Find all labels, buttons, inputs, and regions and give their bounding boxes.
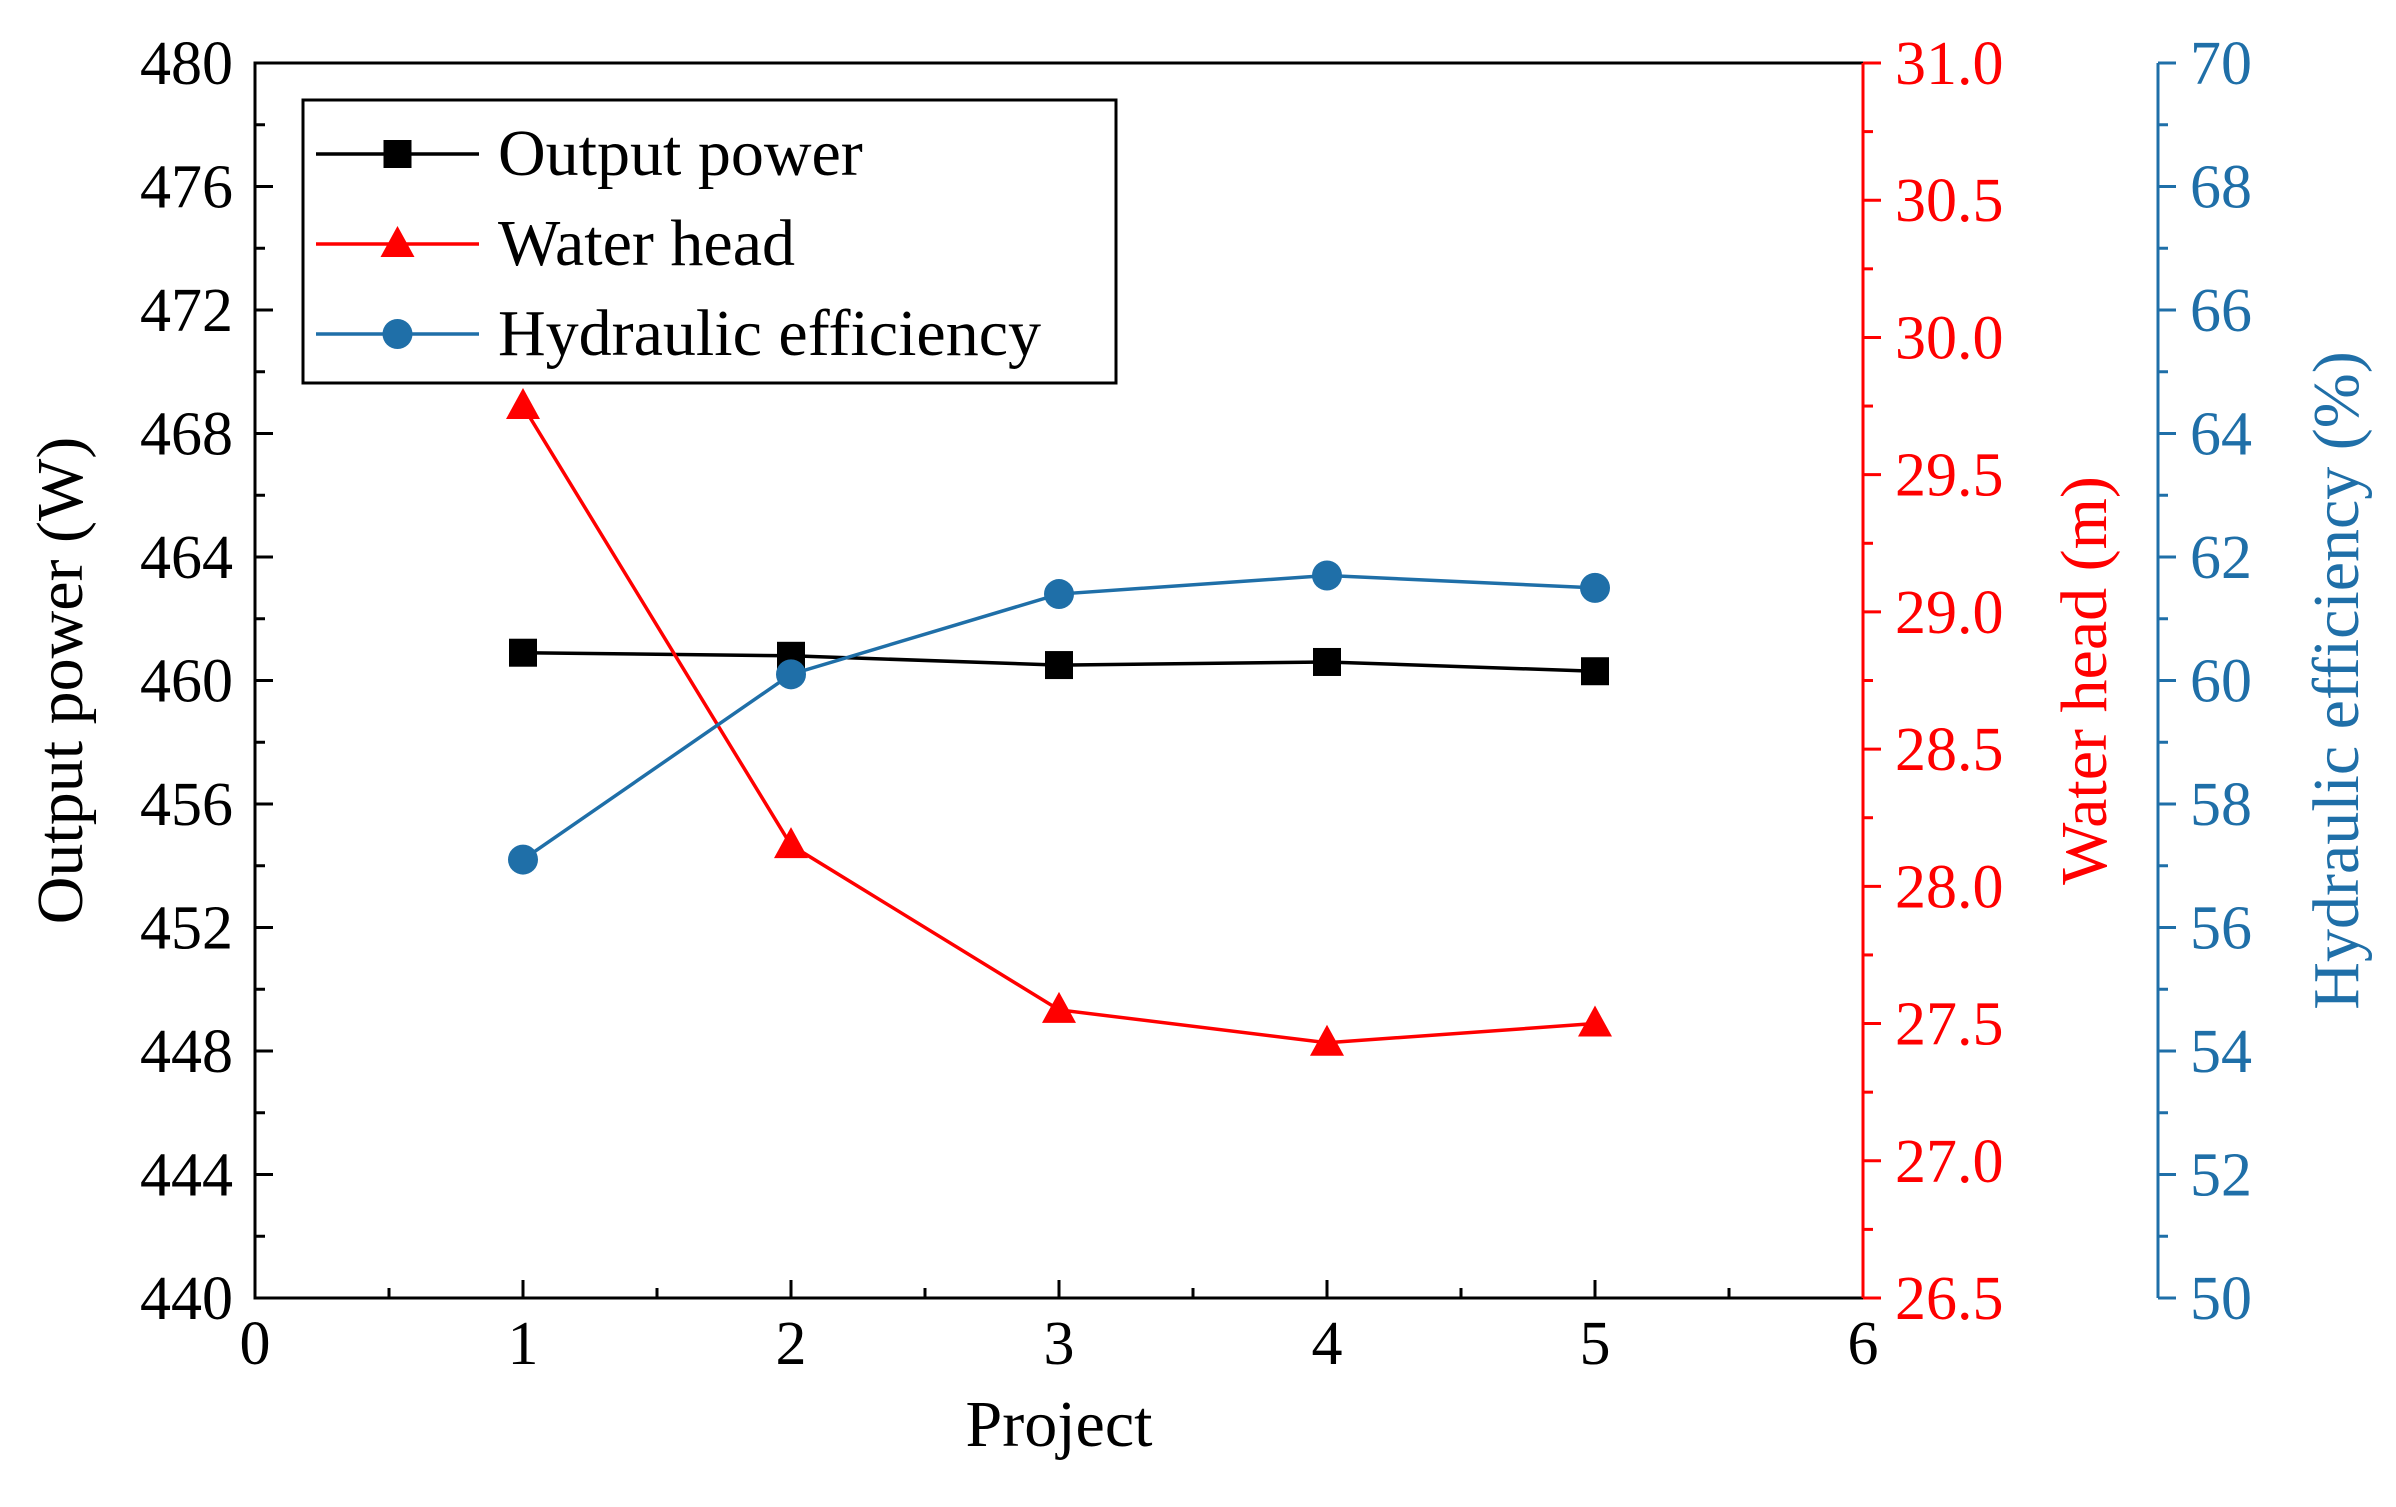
water-head-tick-label: 30.5 xyxy=(1895,167,2004,235)
hydraulic-efficiency-point xyxy=(508,844,538,875)
left-tick-label: 444 xyxy=(140,1142,233,1210)
water-head-point xyxy=(506,388,540,420)
legend-box xyxy=(301,98,1118,385)
x-tick-label: 6 xyxy=(1848,1310,1879,1378)
water-head-point xyxy=(774,827,808,859)
water-head-tick-label: 29.5 xyxy=(1895,442,2004,510)
water-head-tick-label: 30.0 xyxy=(1895,304,2004,372)
hydraulic-efficiency-line xyxy=(522,573,1596,862)
efficiency-tick-label: 58 xyxy=(2190,771,2252,839)
water-head-line xyxy=(521,405,1596,1045)
efficiency-tick-label: 66 xyxy=(2190,277,2252,345)
legend-water-head-label: Water head xyxy=(498,207,795,280)
output-power-point xyxy=(1313,647,1341,676)
x-tick-label: 4 xyxy=(1312,1310,1343,1378)
water-head-tick-label: 28.0 xyxy=(1895,853,2004,921)
water-head-tick-label: 28.5 xyxy=(1895,716,2004,784)
legend-hydraulic-efficiency-marker xyxy=(382,319,413,349)
efficiency-tick-label: 68 xyxy=(2190,154,2252,222)
efficiency-tick-label: 70 xyxy=(2190,30,2252,98)
hydraulic-efficiency-point xyxy=(1580,572,1610,603)
hydraulic-efficiency-point xyxy=(776,659,806,690)
hydraulic-efficiency-point xyxy=(1312,560,1342,591)
x-axis-label: Project xyxy=(966,1388,1153,1461)
left-tick-label: 468 xyxy=(140,401,233,469)
left-axis-label: Output power (W) xyxy=(24,437,97,925)
left-tick-label: 476 xyxy=(140,154,233,222)
efficiency-tick-label: 50 xyxy=(2190,1265,2252,1333)
x-tick-label: 5 xyxy=(1580,1310,1611,1378)
water-head-axis-label: Water head (m) xyxy=(2048,476,2121,885)
efficiency-tick-label: 56 xyxy=(2190,895,2252,963)
left-tick-label: 460 xyxy=(140,648,233,716)
water-head-tick-label: 27.0 xyxy=(1895,1128,2004,1196)
efficiency-tick-label: 54 xyxy=(2190,1018,2252,1086)
water-head-point xyxy=(1310,1024,1344,1056)
output-power-point xyxy=(1581,657,1609,686)
efficiency-tick-label: 52 xyxy=(2190,1142,2252,1210)
water-head-tick-label: 31.0 xyxy=(1895,30,2004,98)
x-tick-label: 3 xyxy=(1044,1310,1075,1378)
water-head-tick-label: 29.0 xyxy=(1895,579,2004,647)
legend-water-head-marker xyxy=(380,226,415,257)
water-head-tick-label: 27.5 xyxy=(1895,991,2004,1059)
water-head-point xyxy=(1042,991,1076,1023)
efficiency-tick-label: 62 xyxy=(2190,524,2252,592)
water-head-point xyxy=(1578,1005,1612,1037)
left-tick-label: 452 xyxy=(140,895,233,963)
left-tick-label: 448 xyxy=(140,1018,233,1086)
output-power-point xyxy=(1045,651,1073,680)
left-tick-label: 440 xyxy=(140,1265,233,1333)
legend-hydraulic-efficiency-label: Hydraulic efficiency xyxy=(498,297,1041,370)
x-tick-label: 2 xyxy=(776,1310,807,1378)
x-tick-label: 1 xyxy=(508,1310,539,1378)
hydraulic-efficiency-point xyxy=(1044,579,1074,610)
left-tick-label: 480 xyxy=(140,30,233,98)
legend-output-power-label: Output power xyxy=(498,117,863,190)
left-tick-label: 472 xyxy=(140,277,233,345)
left-tick-label: 456 xyxy=(140,771,233,839)
x-tick-label: 0 xyxy=(240,1310,271,1378)
efficiency-tick-label: 60 xyxy=(2190,648,2252,716)
legend-output-power-marker xyxy=(383,140,412,168)
output-power-point xyxy=(509,638,537,667)
water-head-tick-label: 26.5 xyxy=(1895,1265,2004,1333)
left-tick-label: 464 xyxy=(140,524,233,592)
efficiency-tick-label: 64 xyxy=(2190,401,2252,469)
efficiency-axis-label: Hydraulic efficiency (%) xyxy=(2300,351,2373,1009)
